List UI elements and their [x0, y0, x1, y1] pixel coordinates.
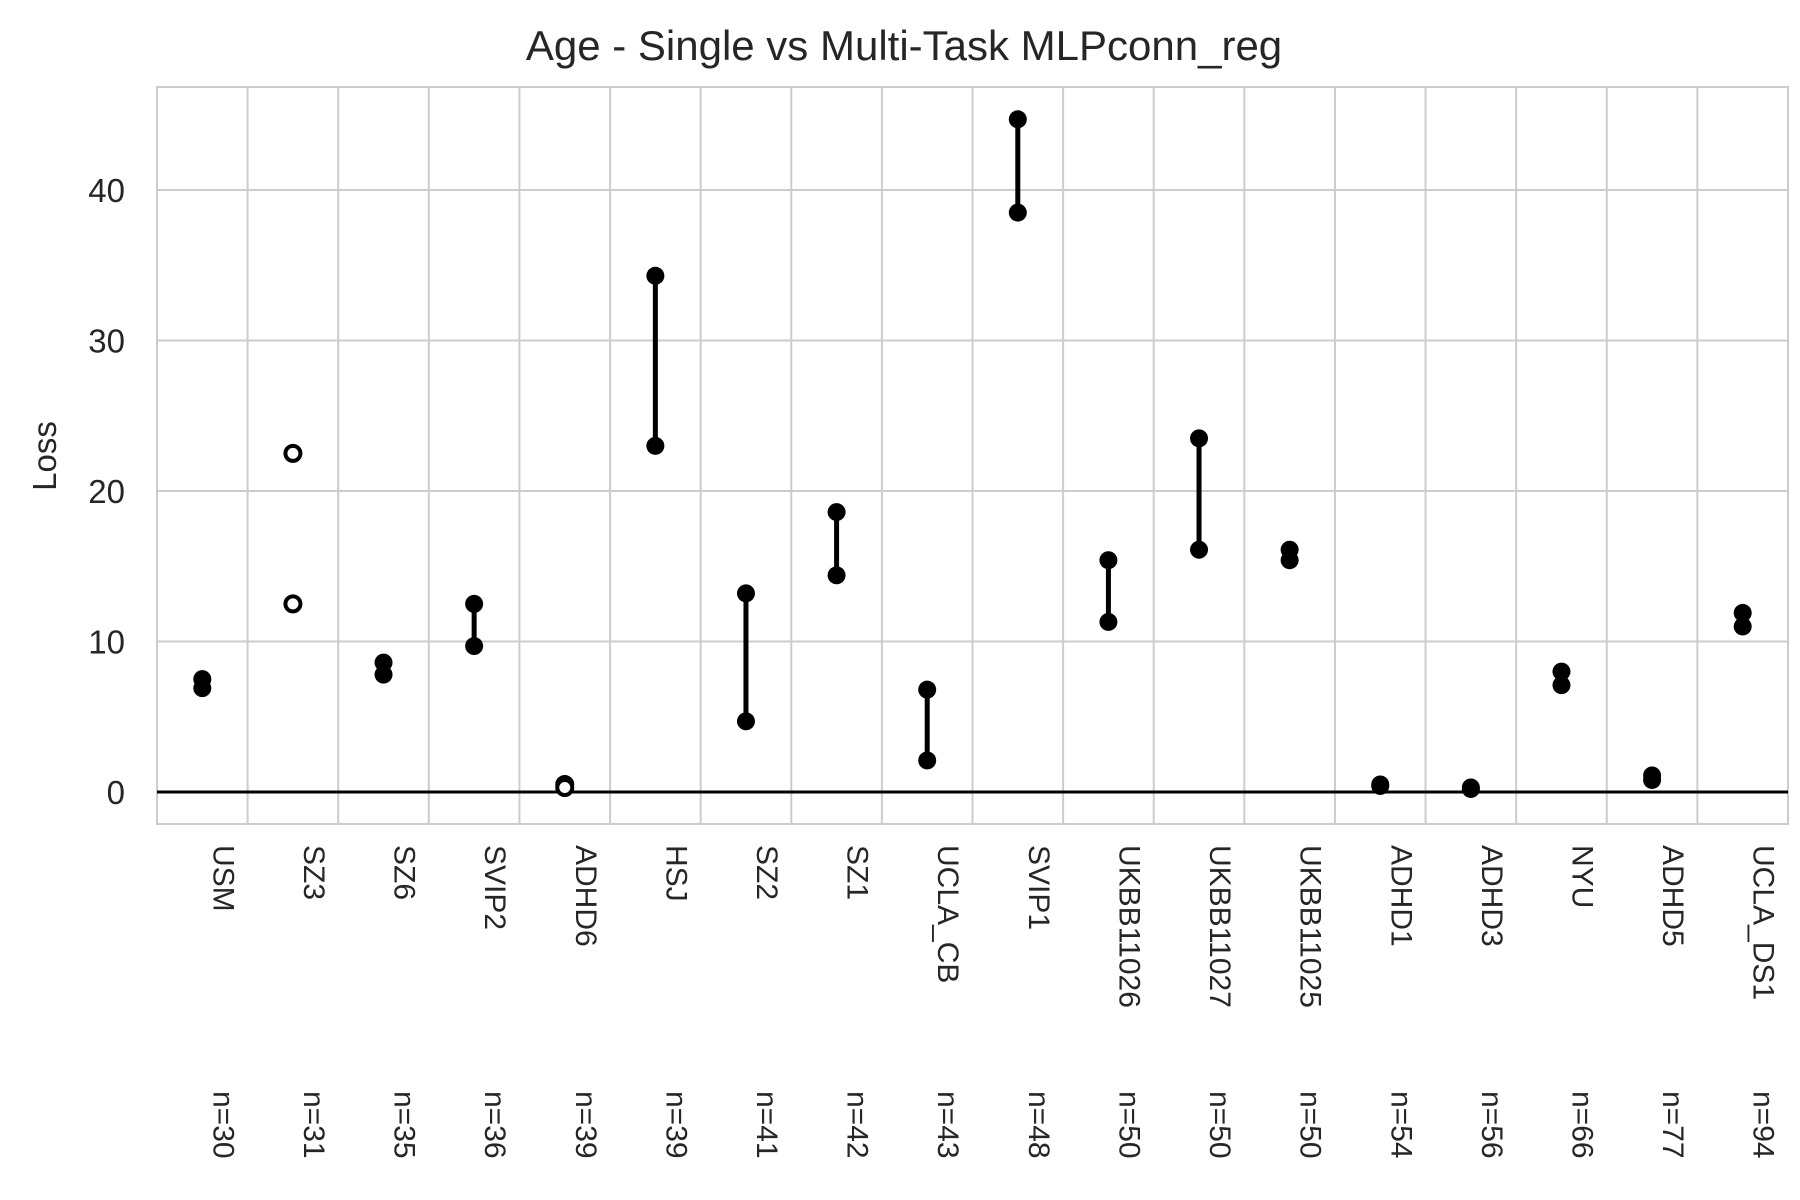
y-tick-label: 10 [88, 624, 125, 661]
sample-size-label: n=30 [206, 1091, 239, 1159]
data-point [1733, 603, 1752, 622]
data-point [1280, 551, 1299, 570]
y-tick-label: 30 [88, 323, 125, 360]
sample-size-label: n=54 [1384, 1091, 1417, 1159]
y-tick-label: 20 [88, 473, 125, 510]
sample-size-label: n=36 [478, 1091, 511, 1159]
x-category-label: UCLA_CB [931, 845, 964, 983]
x-category-label: SZ1 [841, 845, 874, 900]
y-tick-label: 40 [88, 172, 125, 209]
data-point [646, 266, 665, 285]
data-point [193, 679, 212, 698]
data-point-hollow [283, 443, 303, 463]
data-point [465, 637, 484, 656]
data-point [465, 594, 484, 613]
data-point [1552, 676, 1571, 695]
sample-size-label: n=66 [1565, 1091, 1598, 1159]
x-category-label: UKBB11027 [1203, 845, 1236, 1008]
x-category-label: SZ3 [297, 845, 330, 900]
data-point [1643, 770, 1662, 789]
sample-size-label: n=94 [1747, 1091, 1780, 1159]
data-point [918, 680, 937, 699]
sample-size-label: n=41 [750, 1091, 783, 1159]
sample-size-label: n=31 [297, 1091, 330, 1159]
data-point [1190, 540, 1209, 559]
data-point [1190, 429, 1209, 448]
data-point [918, 751, 937, 770]
x-category-label: SZ6 [388, 845, 421, 900]
sample-size-label: n=43 [931, 1091, 964, 1159]
x-axis-categories: USM n=30 SZ3 n=31 SZ6 n=35 SVIP2 n=36 ADHD6 n=39 H… [206, 845, 1779, 1159]
x-category-label: ADHD6 [569, 845, 602, 947]
x-category-label: ADHD3 [1475, 845, 1508, 947]
sample-size-label: n=39 [659, 1091, 692, 1159]
data-point [1099, 612, 1118, 631]
data-point [1552, 662, 1571, 681]
x-category-label: ADHD1 [1384, 845, 1417, 947]
data-point [1008, 203, 1027, 222]
data-point [736, 584, 755, 603]
x-category-label: NYU [1565, 845, 1598, 908]
x-category-label: SZ2 [750, 845, 783, 900]
sample-size-label: n=35 [388, 1091, 421, 1159]
data-point [1008, 110, 1027, 129]
x-category-label: USM [206, 845, 239, 912]
x-category-label: UKBB11026 [1112, 845, 1145, 1008]
sample-size-label: n=39 [569, 1091, 602, 1159]
data-point [827, 566, 846, 585]
data-point [827, 503, 846, 522]
x-category-label: HSJ [659, 845, 692, 902]
data-point [1461, 779, 1480, 798]
y-tick-label: 0 [107, 774, 125, 811]
x-category-label: UCLA_DS1 [1747, 845, 1780, 1000]
x-category-label: ADHD5 [1656, 845, 1689, 947]
sample-size-label: n=50 [1112, 1091, 1145, 1159]
y-axis-title: Loss [26, 421, 63, 491]
chart-title: Age - Single vs Multi-Task MLPconn_reg [526, 22, 1282, 69]
x-category-label: SVIP2 [478, 845, 511, 930]
sample-size-label: n=50 [1203, 1091, 1236, 1159]
x-category-label: SVIP1 [1022, 845, 1055, 930]
data-point-hollow [283, 594, 303, 614]
grid [157, 87, 1788, 824]
sample-size-label: n=50 [1294, 1091, 1327, 1159]
data-marks [193, 110, 1752, 798]
sample-size-label: n=48 [1022, 1091, 1055, 1159]
sample-size-label: n=56 [1475, 1091, 1508, 1159]
y-axis-ticks: 0 10 20 30 40 [88, 172, 125, 811]
data-point [646, 436, 665, 455]
data-point-hollow [555, 777, 575, 797]
sample-size-label: n=77 [1656, 1091, 1689, 1159]
x-category-label: UKBB11025 [1294, 845, 1327, 1008]
data-point [374, 665, 393, 684]
sample-size-label: n=42 [841, 1091, 874, 1159]
plot-frame [156, 86, 1789, 825]
data-point [1371, 776, 1390, 795]
data-point [1099, 551, 1118, 570]
data-point [1733, 617, 1752, 636]
data-point [736, 712, 755, 731]
